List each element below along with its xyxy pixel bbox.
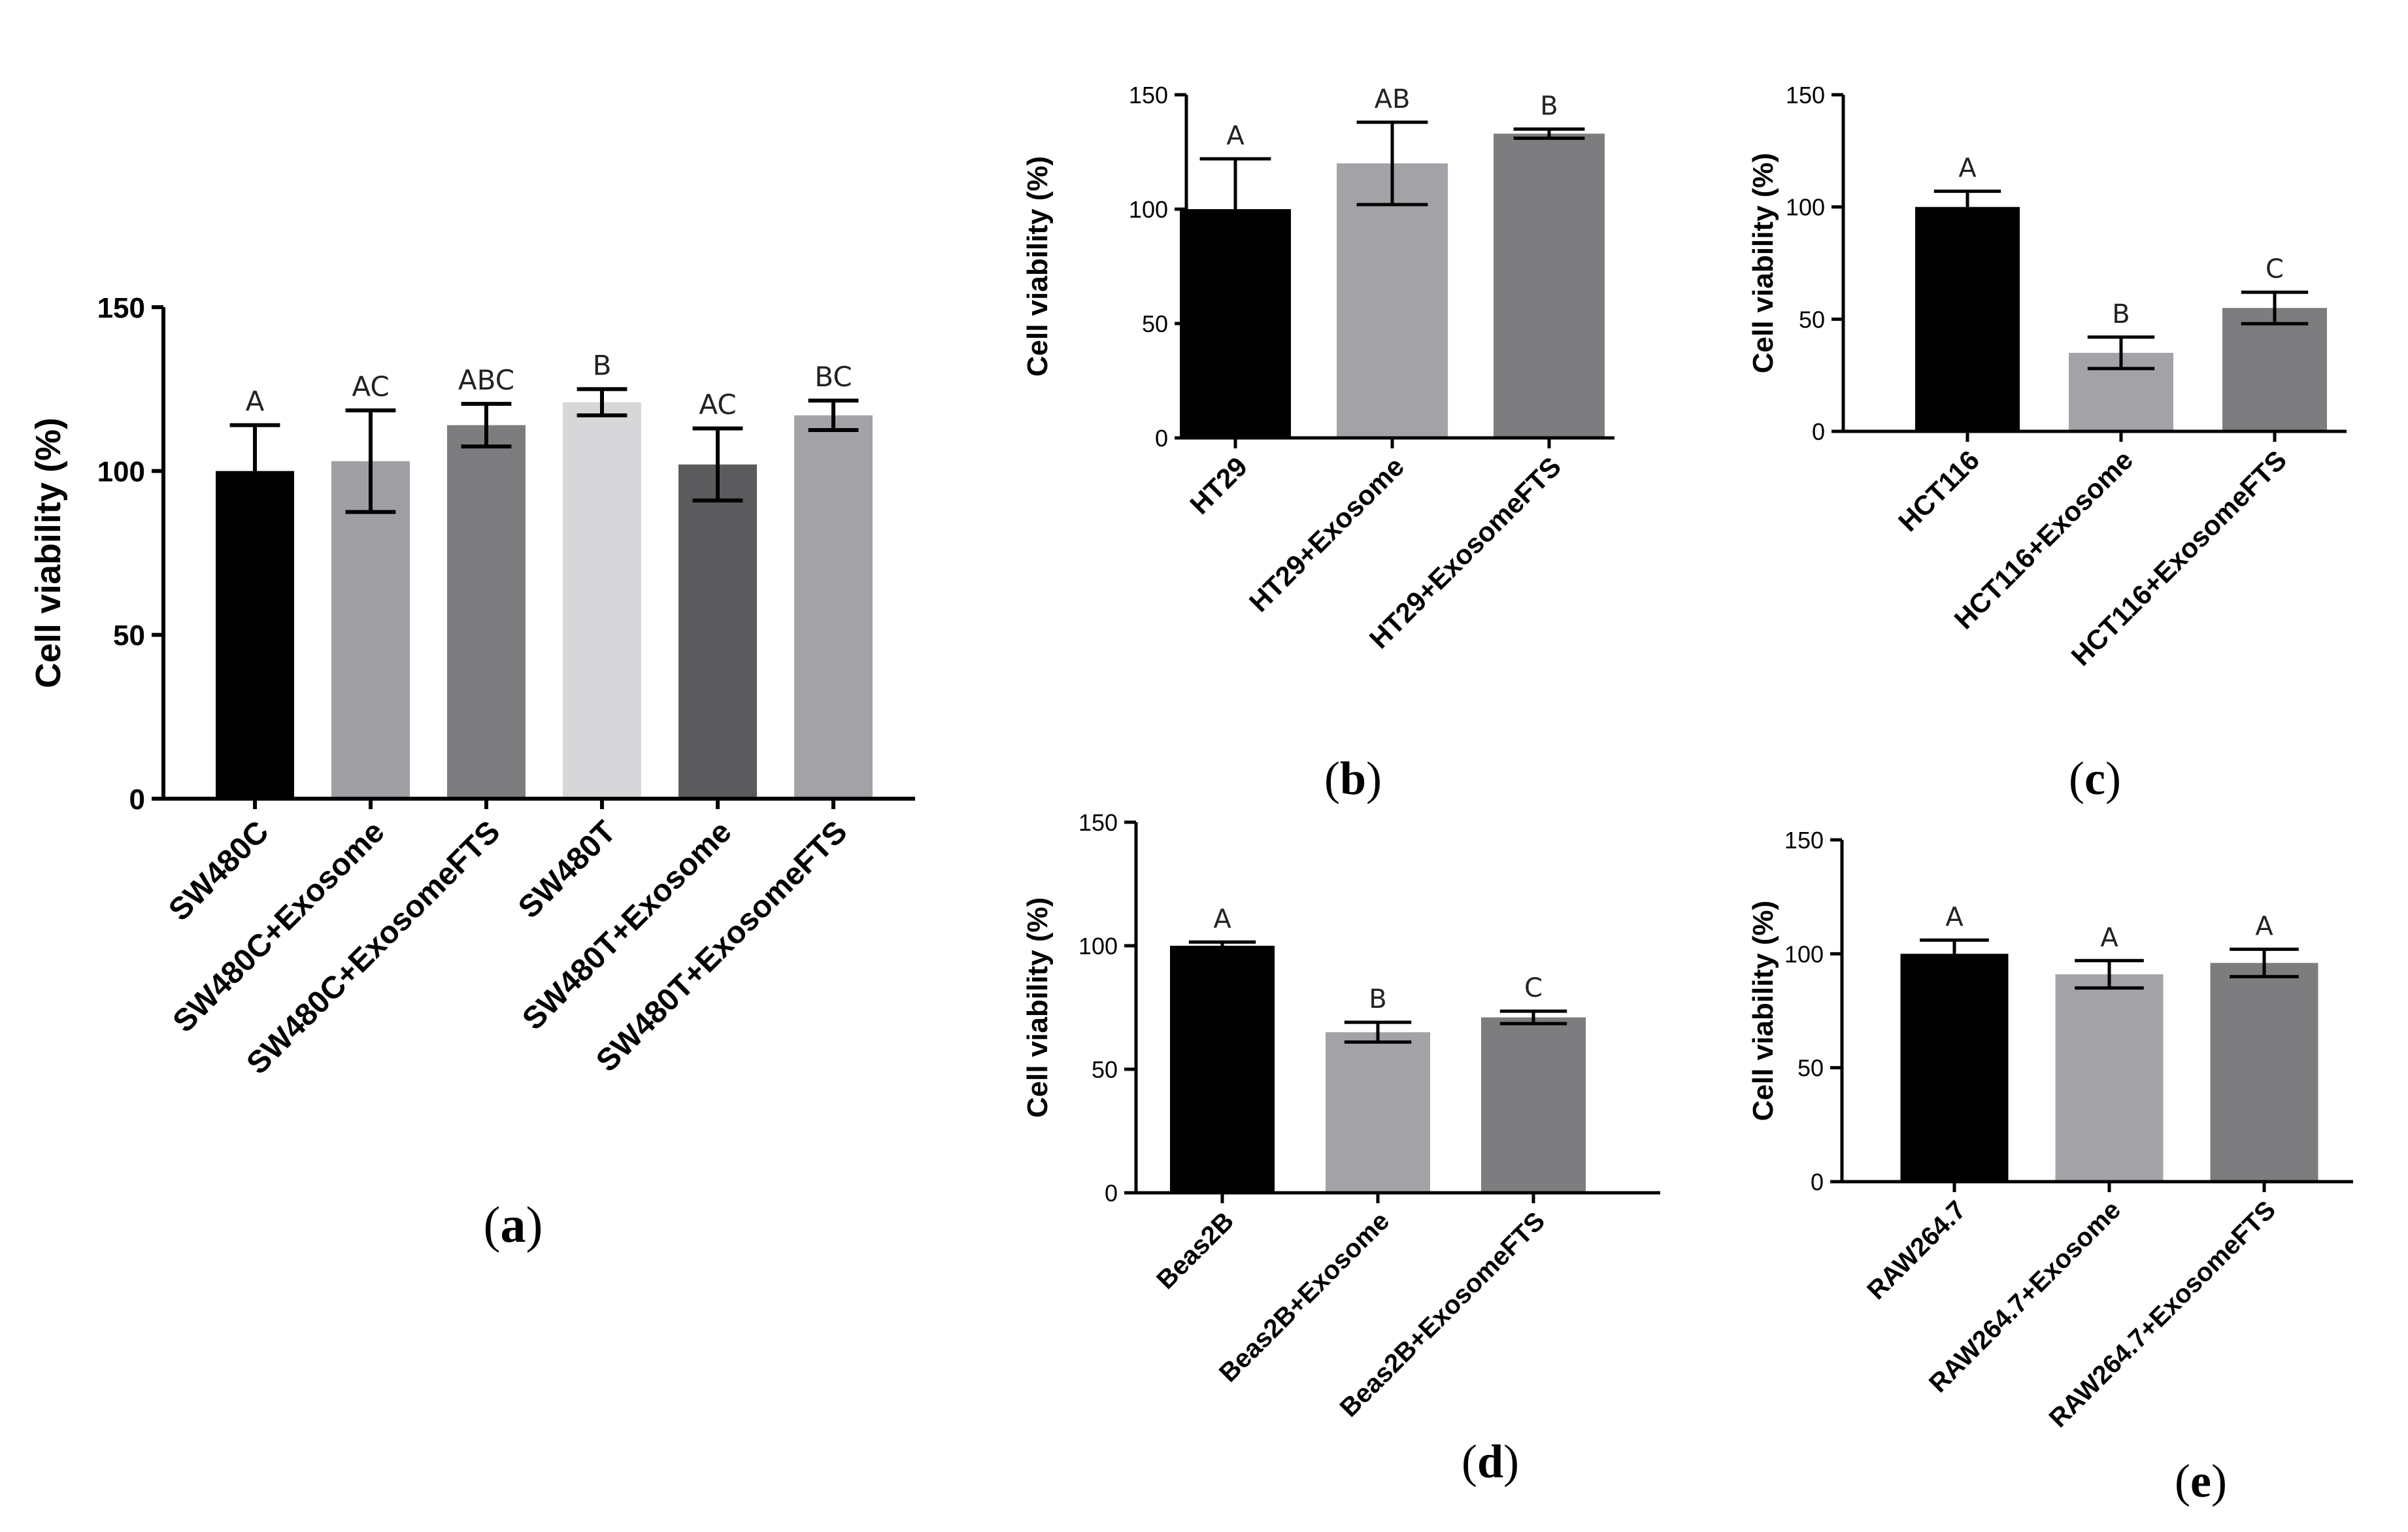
y-tick-label: 50 bbox=[1798, 1055, 1824, 1082]
caption-paren-open: ( bbox=[1324, 752, 1340, 805]
significance-label: A bbox=[1213, 904, 1231, 934]
chart-panel-c: ABC050100150HCT116HCT116+ExosomeHCT116+E… bbox=[1747, 82, 2347, 805]
bar bbox=[2222, 308, 2327, 431]
caption-paren-open: ( bbox=[1462, 1435, 1477, 1488]
panel-caption: (a) bbox=[484, 1196, 543, 1253]
bar bbox=[1170, 946, 1275, 1193]
x-category-label: RAW264.7 bbox=[1862, 1195, 1971, 1305]
x-category-label: HT29 bbox=[1184, 451, 1253, 520]
y-axis-title: Cell viability (%) bbox=[1022, 156, 1054, 376]
significance-label: A bbox=[1226, 121, 1245, 151]
y-tick-label: 150 bbox=[1786, 82, 1825, 108]
y-tick-label: 150 bbox=[1784, 827, 1824, 854]
y-axis-title: Cell viability (%) bbox=[1747, 153, 1779, 373]
bar bbox=[1481, 1017, 1586, 1193]
caption-paren-open: ( bbox=[2069, 752, 2084, 805]
significance-label: AC bbox=[352, 371, 389, 403]
y-axis-title: Cell viability (%) bbox=[29, 418, 68, 688]
significance-label: B bbox=[1369, 984, 1386, 1014]
y-tick-label: 0 bbox=[1811, 1169, 1824, 1195]
y-tick-label: 150 bbox=[1079, 809, 1118, 836]
y-tick-label: 100 bbox=[1079, 933, 1118, 959]
bar bbox=[563, 402, 641, 799]
caption-letter: d bbox=[1477, 1435, 1503, 1488]
y-tick-label: 100 bbox=[97, 456, 145, 488]
bar bbox=[216, 471, 294, 799]
y-tick-label: 100 bbox=[1786, 194, 1825, 221]
significance-label: ABC bbox=[458, 364, 514, 396]
significance-label: B bbox=[1540, 92, 1558, 122]
significance-label: A bbox=[246, 385, 265, 417]
caption-letter: b bbox=[1340, 752, 1366, 805]
chart-panel-b: AAB B050100150HT29HT29+ExosomeHT29+Exosom… bbox=[1022, 82, 1614, 805]
y-tick-label: 50 bbox=[1142, 310, 1168, 337]
panel-caption: (c) bbox=[2069, 752, 2121, 805]
x-category-label: HCT116 bbox=[1892, 444, 1985, 537]
caption-paren-close: ) bbox=[1366, 752, 1382, 805]
caption-paren-close: ) bbox=[2105, 752, 2121, 805]
significance-label: A bbox=[1945, 902, 1964, 932]
x-category-label: SW480C+Exosome bbox=[167, 814, 392, 1039]
panel-caption: (e) bbox=[2175, 1455, 2227, 1507]
significance-label: A bbox=[1958, 154, 1977, 184]
significance-label: C bbox=[1524, 973, 1543, 1003]
significance-label: A bbox=[2100, 923, 2118, 953]
y-tick-label: 0 bbox=[1155, 425, 1168, 452]
y-tick-label: 50 bbox=[1799, 306, 1825, 333]
y-tick-label: 150 bbox=[1129, 82, 1168, 108]
y-axis-title: Cell viability (%) bbox=[1747, 901, 1779, 1121]
y-tick-label: 150 bbox=[97, 292, 145, 324]
bar bbox=[331, 461, 410, 799]
y-tick-label: 0 bbox=[129, 784, 145, 816]
significance-label: C bbox=[2266, 254, 2284, 284]
bar bbox=[1915, 207, 2020, 431]
x-category-label: SW480C bbox=[162, 814, 275, 927]
significance-label: B bbox=[593, 349, 612, 381]
panel-caption: (b) bbox=[1324, 752, 1382, 805]
y-tick-label: 50 bbox=[1092, 1056, 1118, 1083]
chart-panel-d: AB C050100150Beas2BBeas2B+ExosomeBeas2B+E… bbox=[1022, 809, 1660, 1488]
bar bbox=[1337, 163, 1448, 438]
caption-letter: e bbox=[2190, 1455, 2211, 1507]
x-category-label: SW480T+Exosome bbox=[516, 814, 738, 1037]
panel-caption: (d) bbox=[1462, 1435, 1519, 1488]
x-category-label: HT29+Exosome bbox=[1243, 451, 1410, 618]
y-tick-label: 50 bbox=[113, 620, 145, 652]
significance-label: BC bbox=[814, 361, 852, 393]
caption-paren-open: ( bbox=[484, 1196, 501, 1253]
significance-label: AB bbox=[1375, 84, 1411, 114]
bar bbox=[794, 415, 873, 799]
chart-panel-e: AA A050100150RAW264.7RAW264.7+ExosomeRAW2… bbox=[1747, 827, 2353, 1507]
caption-paren-close: ) bbox=[526, 1196, 543, 1253]
bar bbox=[447, 425, 526, 799]
significance-label: AC bbox=[699, 388, 736, 420]
x-category-label: Beas2B+Exosome bbox=[1214, 1207, 1395, 1388]
caption-letter: a bbox=[501, 1196, 526, 1253]
x-category-label: SW480T bbox=[512, 814, 623, 925]
caption-paren-open: ( bbox=[2175, 1455, 2190, 1507]
caption-paren-close: ) bbox=[1503, 1435, 1519, 1488]
y-tick-label: 0 bbox=[1812, 418, 1825, 445]
x-category-label: Beas2B bbox=[1151, 1207, 1239, 1295]
y-axis-title: Cell viability (%) bbox=[1022, 897, 1054, 1118]
significance-label: A bbox=[2255, 911, 2273, 941]
y-tick-label: 100 bbox=[1784, 941, 1824, 967]
bar bbox=[1326, 1032, 1430, 1193]
bar bbox=[678, 464, 757, 799]
bar bbox=[2210, 963, 2318, 1182]
y-tick-label: 100 bbox=[1129, 196, 1168, 223]
chart-panel-a: A AC ABC B AC BC 0 50 100 150 SW480CSW480C+Exosome… bbox=[29, 292, 915, 1253]
caption-letter: c bbox=[2084, 752, 2105, 805]
bar bbox=[1900, 954, 2009, 1182]
significance-label: B bbox=[2112, 299, 2130, 329]
caption-paren-close: ) bbox=[2211, 1455, 2227, 1507]
bar bbox=[2055, 974, 2164, 1182]
bar bbox=[1494, 133, 1605, 438]
y-tick-label: 0 bbox=[1105, 1180, 1118, 1207]
